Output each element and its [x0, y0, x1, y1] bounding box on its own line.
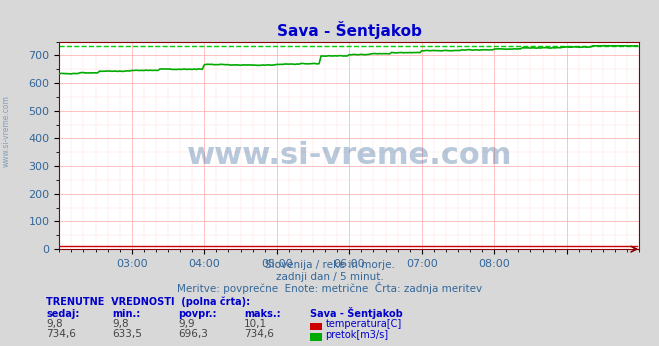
Title: Sava - Šentjakob: Sava - Šentjakob [277, 21, 422, 39]
Text: 734,6: 734,6 [244, 329, 273, 339]
Text: 633,5: 633,5 [112, 329, 142, 339]
Text: min.:: min.: [112, 309, 140, 319]
Text: TRENUTNE  VREDNOSTI  (polna črta):: TRENUTNE VREDNOSTI (polna črta): [46, 297, 250, 307]
Text: 10,1: 10,1 [244, 319, 267, 329]
Text: 9,9: 9,9 [178, 319, 194, 329]
Text: temperatura[C]: temperatura[C] [326, 319, 402, 329]
Text: sedaj:: sedaj: [46, 309, 80, 319]
Text: 734,6: 734,6 [46, 329, 76, 339]
Text: www.si-vreme.com: www.si-vreme.com [186, 141, 512, 170]
Text: Sava - Šentjakob: Sava - Šentjakob [310, 307, 403, 319]
Text: Slovenija / reke in morje.: Slovenija / reke in morje. [264, 260, 395, 270]
Text: pretok[m3/s]: pretok[m3/s] [326, 330, 389, 340]
Text: www.si-vreme.com: www.si-vreme.com [2, 95, 11, 167]
Text: zadnji dan / 5 minut.: zadnji dan / 5 minut. [275, 272, 384, 282]
Text: 9,8: 9,8 [112, 319, 129, 329]
Text: povpr.:: povpr.: [178, 309, 216, 319]
Text: Meritve: povprečne  Enote: metrične  Črta: zadnja meritev: Meritve: povprečne Enote: metrične Črta:… [177, 282, 482, 294]
Text: 9,8: 9,8 [46, 319, 63, 329]
Text: maks.:: maks.: [244, 309, 281, 319]
Text: 696,3: 696,3 [178, 329, 208, 339]
